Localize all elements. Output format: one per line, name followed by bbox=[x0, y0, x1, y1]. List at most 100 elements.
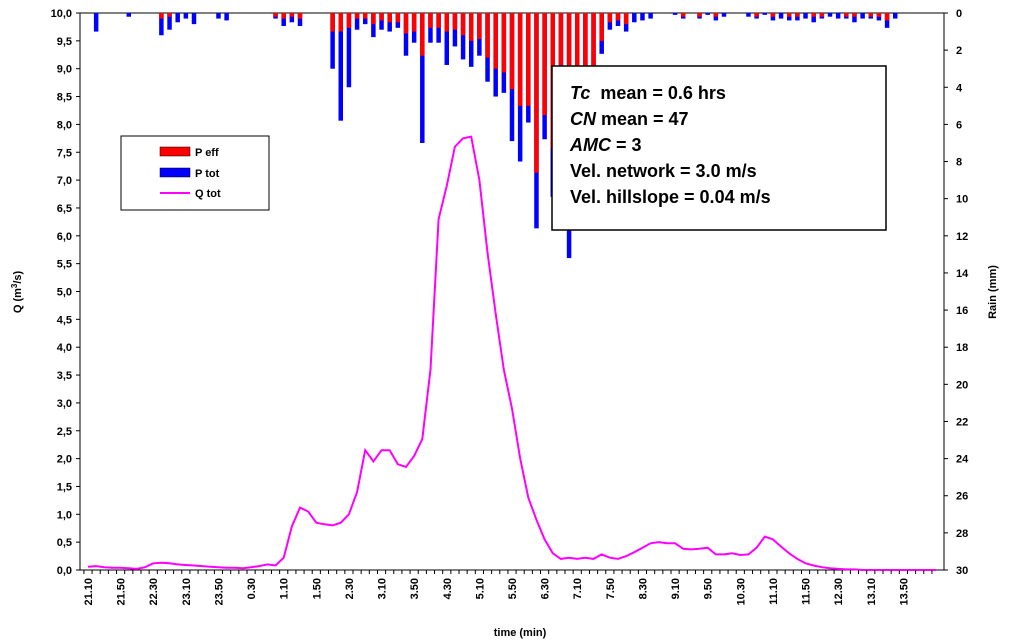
p-tot-bar bbox=[297, 13, 303, 26]
p-eff-bar bbox=[395, 13, 401, 23]
p-eff-bar bbox=[477, 13, 482, 39]
p-eff-bar bbox=[444, 13, 450, 32]
p-tot-bar bbox=[330, 13, 335, 69]
p-eff-bar bbox=[273, 13, 278, 17]
p-eff-bar bbox=[509, 13, 515, 90]
left-tick-label: 5,5 bbox=[57, 259, 72, 271]
p-tot-bar bbox=[191, 13, 197, 25]
p-eff-bar bbox=[542, 13, 547, 116]
x-tick-label: 21.10 bbox=[83, 578, 95, 606]
left-tick-label: 10,0 bbox=[51, 8, 72, 20]
x-tick-label: 11.10 bbox=[768, 578, 780, 605]
right-tick-label: 10 bbox=[956, 194, 968, 206]
p-eff-bar bbox=[607, 13, 613, 23]
p-tot-bar bbox=[827, 13, 833, 17]
left-tick-label: 4,5 bbox=[57, 314, 72, 326]
p-eff-bar bbox=[876, 13, 882, 17]
x-tick-label: 9.50 bbox=[703, 578, 715, 599]
p-tot-bar bbox=[460, 13, 466, 60]
p-eff-bar bbox=[420, 13, 425, 56]
p-tot-bar bbox=[672, 13, 678, 15]
right-tick-label: 24 bbox=[956, 454, 969, 466]
left-tick-label: 2,0 bbox=[57, 454, 72, 466]
p-eff-bar bbox=[460, 13, 466, 36]
p-tot-bar bbox=[338, 13, 344, 121]
p-tot-bar bbox=[126, 13, 132, 17]
p-tot-bar bbox=[224, 13, 229, 21]
x-tick-label: 10.30 bbox=[735, 578, 747, 606]
p-eff-bar bbox=[599, 13, 604, 41]
x-tick-label: 11.50 bbox=[801, 578, 813, 605]
p-eff-bar bbox=[852, 13, 857, 17]
right-tick-label: 28 bbox=[956, 528, 968, 540]
left-tick-label: 9,0 bbox=[57, 64, 72, 76]
p-tot-bar bbox=[216, 13, 221, 19]
p-eff-bar bbox=[574, 13, 580, 97]
parameter-annotation: Tc mean = 0.6 hrs CN mean = 47 AMC = 3 V… bbox=[551, 65, 887, 231]
p-tot-bar bbox=[159, 13, 164, 36]
p-eff-bar bbox=[754, 13, 759, 17]
p-tot-bar bbox=[860, 13, 865, 19]
p-tot-bar bbox=[705, 13, 710, 15]
x-tick-label: 5.50 bbox=[507, 578, 519, 599]
right-tick-label: 14 bbox=[956, 268, 969, 280]
p-eff-bar bbox=[354, 13, 360, 19]
left-axis-title: Q (m3/s) bbox=[10, 270, 24, 313]
annotation-box bbox=[551, 65, 887, 231]
p-eff-bar bbox=[362, 13, 368, 19]
p-eff-bar bbox=[770, 13, 776, 17]
right-tick-label: 12 bbox=[956, 231, 968, 243]
right-tick-label: 18 bbox=[956, 342, 968, 354]
p-tot-bar bbox=[852, 13, 857, 23]
left-tick-label: 7,5 bbox=[57, 147, 72, 159]
left-tick-label: 8,5 bbox=[57, 92, 72, 104]
left-tick-label: 3,0 bbox=[57, 398, 72, 410]
p-eff-bar bbox=[615, 13, 621, 21]
left-axis-ticks: 0,0 0,5 1,0 1,5 2,0 2,5 3,0 3,5 4,0 4,5 5,0 5,5 6,0 6… bbox=[51, 8, 80, 577]
x-tick-label: 1.50 bbox=[311, 578, 323, 599]
p-eff-bar bbox=[411, 13, 417, 32]
p-eff-bar bbox=[868, 13, 874, 17]
p-eff-bar bbox=[713, 13, 719, 17]
left-tick-label: 6,5 bbox=[57, 203, 72, 215]
p-eff-bar bbox=[428, 13, 433, 28]
legend: P eff P tot Q tot bbox=[120, 135, 270, 211]
p-eff-bar bbox=[493, 13, 498, 69]
p-eff-bar bbox=[697, 13, 702, 17]
right-tick-label: 26 bbox=[956, 491, 968, 503]
p-eff-bar bbox=[795, 13, 800, 17]
right-tick-label: 22 bbox=[956, 416, 968, 428]
p-eff-bar bbox=[436, 13, 441, 28]
x-tick-label: 13.10 bbox=[866, 578, 878, 606]
p-tot-bar bbox=[762, 13, 768, 15]
p-tot-bar bbox=[811, 13, 816, 23]
p-eff-bar bbox=[819, 13, 825, 17]
left-tick-label: 2,5 bbox=[57, 426, 72, 438]
p-tot-bar bbox=[632, 13, 637, 23]
p-tot-bar bbox=[281, 13, 286, 26]
left-tick-label: 5,0 bbox=[57, 287, 72, 299]
x-tick-label: 8.30 bbox=[637, 578, 649, 599]
legend-box bbox=[120, 135, 270, 211]
p-eff-bar bbox=[485, 13, 490, 58]
p-eff-bar bbox=[468, 13, 474, 41]
p-eff-bar bbox=[297, 13, 303, 19]
legend-swatch-p-eff bbox=[159, 146, 191, 157]
x-tick-label: 5.10 bbox=[474, 578, 486, 599]
right-axis-title: Rain (mm) bbox=[987, 265, 999, 319]
p-eff-bar bbox=[526, 13, 531, 106]
left-tick-label: 7,0 bbox=[57, 175, 72, 187]
annotation-line-vel-network: Vel. network = 3.0 m/s bbox=[570, 161, 757, 181]
p-eff-bar bbox=[338, 13, 344, 32]
left-tick-label: 0,5 bbox=[57, 537, 72, 549]
q-tot-line bbox=[87, 135, 936, 571]
p-eff-bar bbox=[281, 13, 286, 19]
annotation-line-vel-hillslope: Vel. hillslope = 0.04 m/s bbox=[570, 187, 771, 207]
p-eff-bar bbox=[623, 13, 629, 25]
right-tick-label: 30 bbox=[956, 565, 968, 577]
left-tick-label: 1,0 bbox=[57, 509, 72, 521]
right-tick-label: 4 bbox=[956, 82, 963, 94]
p-tot-bar bbox=[379, 13, 384, 30]
